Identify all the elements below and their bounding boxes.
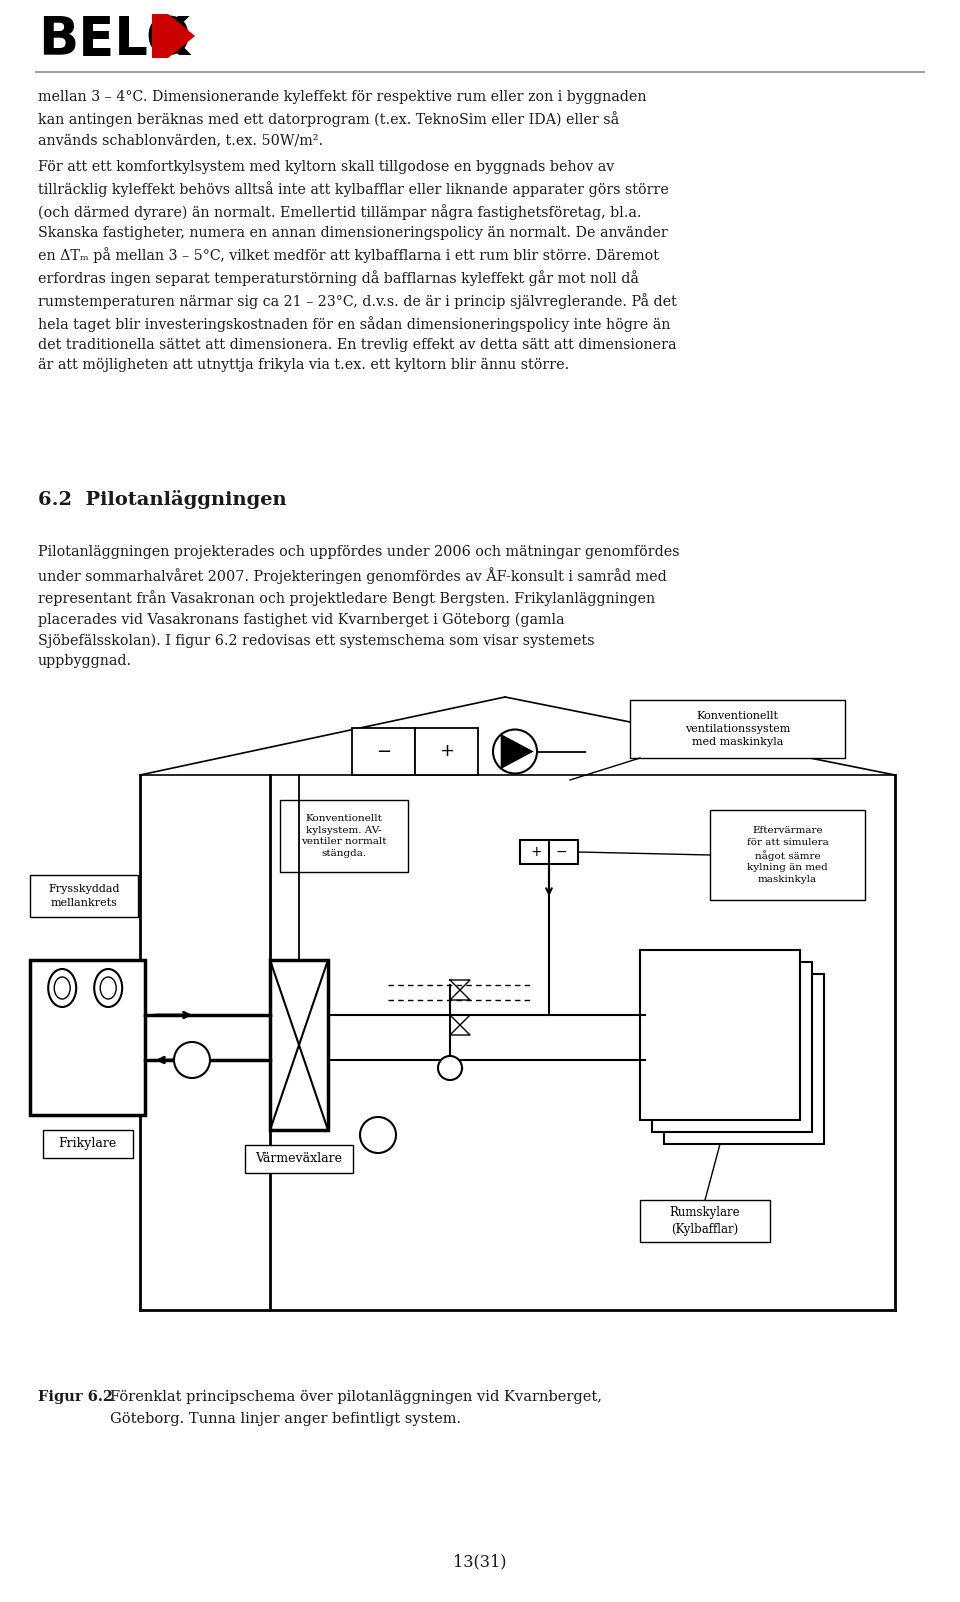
Bar	[640, 950, 800, 1120]
Bar	[352, 727, 415, 775]
Circle shape	[360, 1117, 396, 1153]
Text: Rumskylare
(Kylbafflar): Rumskylare (Kylbafflar)	[670, 1206, 740, 1237]
Text: Värmeväxlare: Värmeväxlare	[255, 1152, 343, 1166]
Bar	[270, 960, 328, 1129]
Text: BELO: BELO	[38, 14, 191, 66]
Text: Konventionellt
ventilationssystem
med maskinkyla: Konventionellt ventilationssystem med ma…	[684, 711, 790, 747]
Text: +: +	[439, 742, 454, 761]
Text: −: −	[376, 742, 391, 761]
Polygon shape	[501, 734, 534, 769]
Ellipse shape	[54, 977, 70, 1000]
Bar	[30, 960, 145, 1115]
Text: Figur 6.2: Figur 6.2	[38, 1391, 113, 1403]
Bar	[640, 1200, 770, 1242]
Text: Frysskyddad
mellankrets: Frysskyddad mellankrets	[48, 884, 120, 908]
Text: 13(31): 13(31)	[453, 1552, 507, 1570]
Circle shape	[493, 729, 537, 774]
Bar	[664, 974, 824, 1144]
Polygon shape	[152, 14, 195, 58]
Bar	[42, 1129, 132, 1158]
Bar	[30, 875, 138, 916]
Bar	[520, 839, 578, 863]
Bar	[652, 961, 812, 1133]
Bar	[630, 700, 845, 758]
Circle shape	[174, 1041, 210, 1078]
Ellipse shape	[100, 977, 116, 1000]
Bar	[280, 799, 408, 871]
Text: Eftervärmare
för att simulera
något sämre
kylning än med
maskinkyla: Eftervärmare för att simulera något sämr…	[747, 827, 828, 884]
Circle shape	[438, 1056, 462, 1080]
Text: 6.2  Pilotanläggningen: 6.2 Pilotanläggningen	[38, 490, 287, 509]
Text: Göteborg. Tunna linjer anger befintligt system.: Göteborg. Tunna linjer anger befintligt …	[110, 1411, 461, 1426]
Text: mellan 3 – 4°C. Dimensionerande kyleffekt för respektive rum eller zon i byggnad: mellan 3 – 4°C. Dimensionerande kyleffek…	[38, 90, 646, 147]
Bar	[245, 1145, 353, 1173]
Text: För att ett komfortkylsystem med kyltorn skall tillgodose en byggnads behov av
t: För att ett komfortkylsystem med kyltorn…	[38, 160, 677, 372]
Text: Förenklat principschema över pilotanläggningen vid Kvarnberget,: Förenklat principschema över pilotanlägg…	[110, 1391, 602, 1403]
Bar	[710, 811, 865, 900]
Text: Konventionellt
kylsystem. AV-
ventiler normalt
stängda.: Konventionellt kylsystem. AV- ventiler n…	[301, 814, 387, 857]
Text: Frikylare: Frikylare	[59, 1137, 116, 1150]
Text: K: K	[148, 14, 189, 66]
Text: −: −	[556, 844, 567, 859]
Bar	[415, 727, 478, 775]
Ellipse shape	[48, 969, 76, 1008]
Ellipse shape	[94, 969, 122, 1008]
Text: +: +	[531, 844, 542, 859]
Text: Pilotanläggningen projekterades och uppfördes under 2006 och mätningar genomförd: Pilotanläggningen projekterades och uppf…	[38, 545, 680, 668]
